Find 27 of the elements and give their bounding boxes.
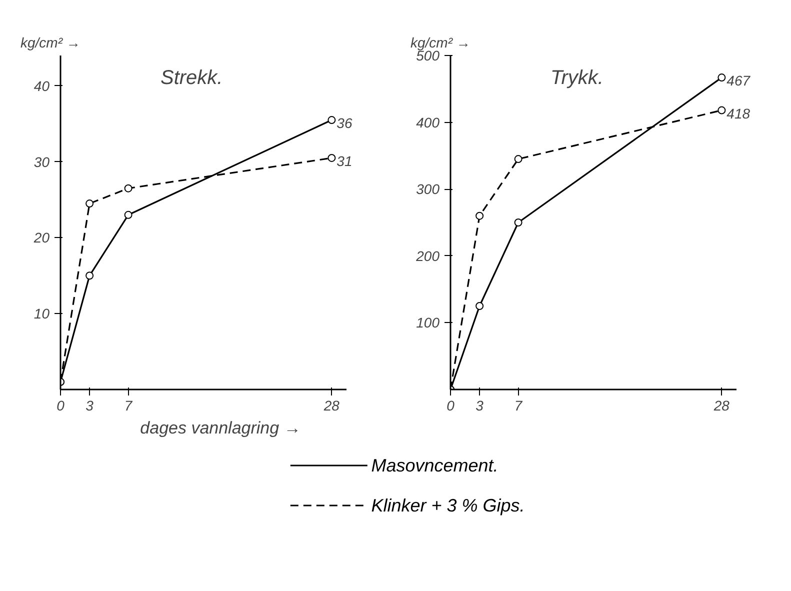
y-tick-label: 200 <box>415 248 440 264</box>
x-tick-label: 28 <box>712 398 730 414</box>
legend-label: Klinker + 3 % Gips. <box>371 496 525 516</box>
data-label: 467 <box>726 72 752 89</box>
y-tick-label: 20 <box>32 230 50 246</box>
data-label: 418 <box>726 105 750 122</box>
x-tick-label: 3 <box>86 398 94 414</box>
x-tick-label: 0 <box>446 398 455 414</box>
x-tick-label: 7 <box>514 398 524 414</box>
x-tick-label: 7 <box>124 398 134 414</box>
text: Strekk. <box>160 66 223 89</box>
x-axis-title: dages vannlagring → <box>140 418 301 438</box>
x-tick-label: 3 <box>476 398 484 414</box>
y-axis-title: kg/cm² → <box>20 34 80 50</box>
data-label: 36 <box>336 115 352 132</box>
y-tick-label: 300 <box>416 181 440 198</box>
y-tick-label: 40 <box>34 78 50 94</box>
x-tick-label: 28 <box>322 398 340 414</box>
y-tick-label: 10 <box>34 306 50 322</box>
x-tick-label: 0 <box>56 398 65 414</box>
y-axis-title: kg/cm² → <box>410 34 470 50</box>
legend-label: Masovncement. <box>371 456 498 476</box>
y-tick-label: 100 <box>416 314 440 331</box>
text: Trykk. <box>550 66 604 89</box>
data-label: 31 <box>336 152 352 169</box>
y-tick-label: 30 <box>34 154 50 170</box>
y-tick-label: 400 <box>416 114 440 130</box>
